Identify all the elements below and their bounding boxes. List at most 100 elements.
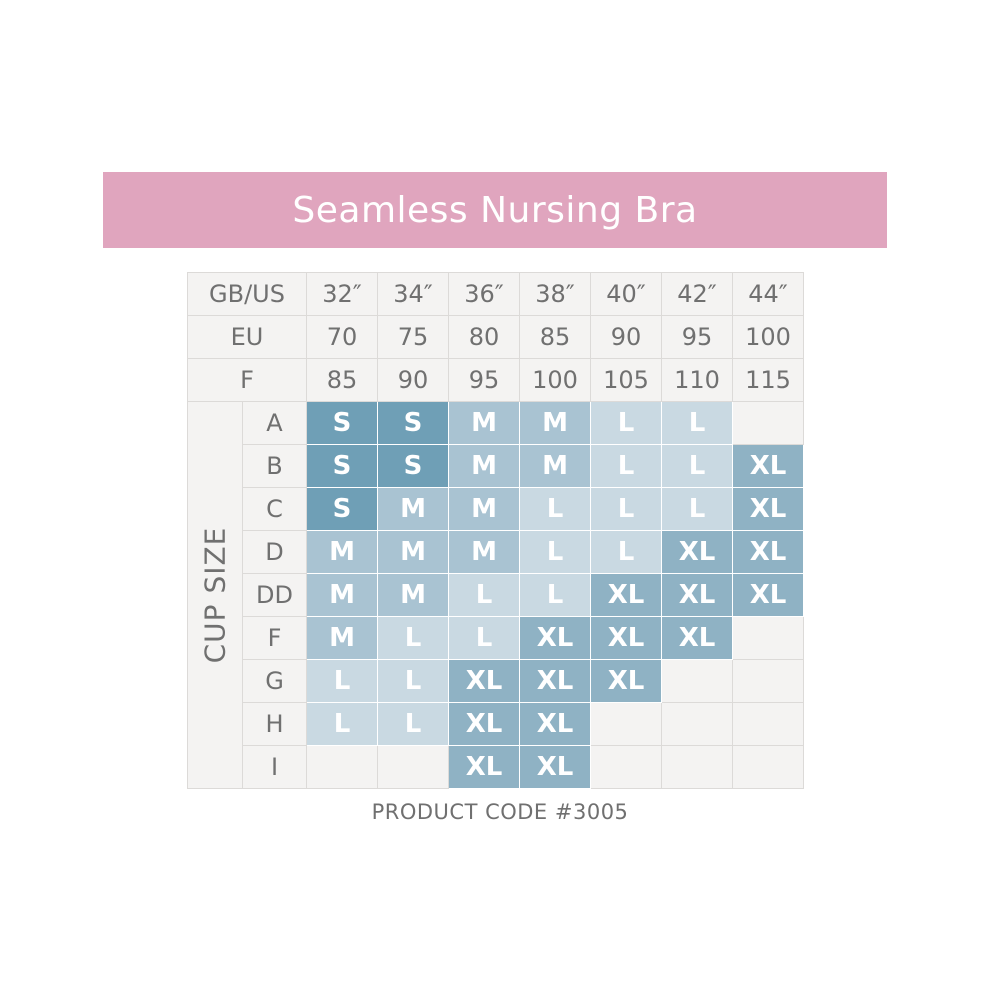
chart-title: Seamless Nursing Bra <box>103 172 887 248</box>
cup-row: CUP SIZE A S S M M L L <box>187 401 804 789</box>
band-size-cell: 34″ <box>377 272 449 316</box>
cup-row: DD M M L L XL XL XL <box>188 573 804 617</box>
cup-row: G L L XL XL XL <box>188 659 804 703</box>
size-cell: XL <box>590 573 662 617</box>
size-cell: S <box>306 487 378 531</box>
size-cell: XL <box>448 702 520 746</box>
size-cell: L <box>590 530 662 574</box>
size-cell: L <box>377 659 449 703</box>
size-cell: XL <box>519 616 591 660</box>
band-system-label: GB/US <box>187 272 307 316</box>
cup-row: C S M M L L L XL <box>188 487 804 531</box>
size-cell: M <box>306 573 378 617</box>
size-cell: S <box>377 401 449 445</box>
size-cell: L <box>377 616 449 660</box>
cup-label: DD <box>242 573 307 617</box>
band-size-cell: 100 <box>519 358 591 402</box>
band-size-cell: 85 <box>306 358 378 402</box>
size-cell: L <box>590 444 662 488</box>
size-cell: XL <box>732 573 804 617</box>
size-cell <box>732 702 804 746</box>
size-cell: M <box>306 530 378 574</box>
size-cell: L <box>590 401 662 445</box>
size-cell: L <box>519 573 591 617</box>
size-cell: XL <box>519 659 591 703</box>
size-cell: XL <box>519 702 591 746</box>
cup-row: F M L L XL XL XL <box>188 616 804 660</box>
size-cell: L <box>590 487 662 531</box>
size-cell: S <box>377 444 449 488</box>
header-row: GB/US 32″ 34″ 36″ 38″ 40″ 42″ 44″ <box>187 272 804 316</box>
size-cell: XL <box>661 530 733 574</box>
cup-label: H <box>242 702 307 746</box>
band-size-cell: 90 <box>377 358 449 402</box>
band-size-cell: 75 <box>377 315 449 359</box>
size-cell: M <box>377 573 449 617</box>
cup-row: B S S M M L L XL <box>188 444 804 488</box>
size-cell: M <box>448 444 520 488</box>
size-cell: M <box>519 444 591 488</box>
size-cell <box>661 702 733 746</box>
cup-label: A <box>242 401 307 445</box>
size-cell: XL <box>732 530 804 574</box>
size-cell: L <box>661 444 733 488</box>
size-cell <box>590 702 662 746</box>
band-size-cell: 105 <box>590 358 662 402</box>
cup-label: I <box>242 745 307 789</box>
size-cell: M <box>306 616 378 660</box>
band-size-cell: 32″ <box>306 272 378 316</box>
size-cell: M <box>448 530 520 574</box>
band-size-cell: 110 <box>661 358 733 402</box>
size-cell <box>732 745 804 789</box>
size-cell <box>661 745 733 789</box>
band-size-cell: 115 <box>732 358 804 402</box>
band-system-label: F <box>187 358 307 402</box>
size-cell <box>732 659 804 703</box>
size-cell: L <box>519 487 591 531</box>
band-size-cell: 90 <box>590 315 662 359</box>
size-cell: XL <box>519 745 591 789</box>
cup-size-side-label: CUP SIZE <box>187 401 243 789</box>
cup-label: G <box>242 659 307 703</box>
band-system-label: EU <box>187 315 307 359</box>
cup-label: D <box>242 530 307 574</box>
size-cell: M <box>377 487 449 531</box>
band-size-cell: 42″ <box>661 272 733 316</box>
size-cell <box>377 745 449 789</box>
size-cell: L <box>448 616 520 660</box>
size-cell: XL <box>732 444 804 488</box>
size-cell <box>732 401 804 445</box>
band-size-cell: 40″ <box>590 272 662 316</box>
size-cell: M <box>448 487 520 531</box>
band-size-cell: 36″ <box>448 272 520 316</box>
cup-row: H L L XL XL <box>188 702 804 746</box>
size-cell <box>732 616 804 660</box>
band-size-cell: 95 <box>661 315 733 359</box>
size-chart-table: GB/US 32″ 34″ 36″ 38″ 40″ 42″ 44″ EU 70 75 80 85 90 95… <box>187 272 804 789</box>
band-size-cell: 85 <box>519 315 591 359</box>
size-cell: XL <box>590 659 662 703</box>
size-cell: M <box>519 401 591 445</box>
size-cell: M <box>377 530 449 574</box>
band-size-cell: 38″ <box>519 272 591 316</box>
size-cell: L <box>661 401 733 445</box>
size-cell: XL <box>661 573 733 617</box>
size-cell: L <box>448 573 520 617</box>
band-size-cell: 100 <box>732 315 804 359</box>
size-cell: S <box>306 401 378 445</box>
band-size-cell: 44″ <box>732 272 804 316</box>
size-cell: XL <box>732 487 804 531</box>
cup-label: C <box>242 487 307 531</box>
size-cell: L <box>306 702 378 746</box>
cup-label: F <box>242 616 307 660</box>
size-cell: XL <box>448 745 520 789</box>
size-cell <box>661 659 733 703</box>
size-cell: XL <box>661 616 733 660</box>
size-cell: XL <box>590 616 662 660</box>
size-cell: M <box>448 401 520 445</box>
band-size-cell: 95 <box>448 358 520 402</box>
cup-row: I XL XL <box>188 745 804 789</box>
cup-label: B <box>242 444 307 488</box>
cup-size-label: CUP SIZE <box>198 526 232 664</box>
size-cell: XL <box>448 659 520 703</box>
